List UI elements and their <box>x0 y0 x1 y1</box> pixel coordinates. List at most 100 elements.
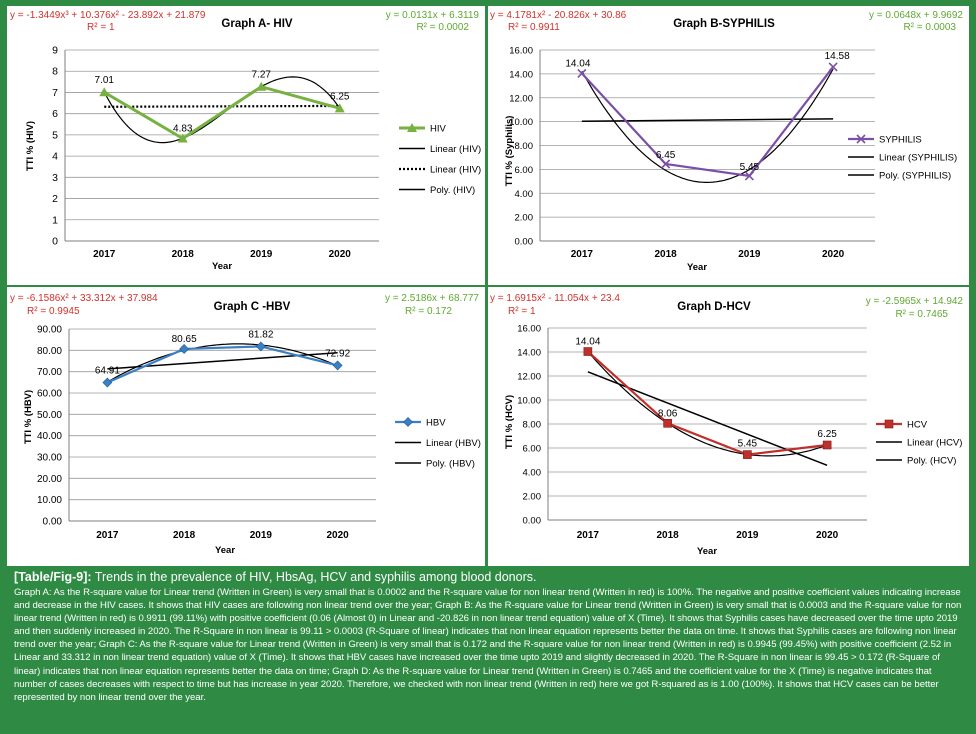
y-tick-label: 7 <box>52 87 58 99</box>
chart-title: Graph B-SYPHILIS <box>673 18 775 30</box>
legend-label: Poly. (HCV) <box>907 456 956 467</box>
data-point <box>822 440 832 450</box>
legend-marker <box>856 134 866 144</box>
poly-trendline <box>107 343 338 383</box>
data-label: 14.04 <box>575 337 600 348</box>
y-axis-label: TTI % (HBV) <box>23 390 34 444</box>
y-tick-label: 6 <box>52 108 58 120</box>
y-tick-label: 4.00 <box>515 189 534 200</box>
data-label: 72.92 <box>325 348 350 359</box>
x-tick-label: 2020 <box>822 249 845 260</box>
legend-label: Poly. (SYPHILIS) <box>879 171 951 182</box>
legend-label: Linear (SYPHILIS) <box>879 153 957 164</box>
y-axis-label: TTI % (HIV) <box>25 121 36 171</box>
data-label: 81.82 <box>248 329 273 340</box>
data-point <box>334 103 345 113</box>
linear-trendline <box>104 104 340 108</box>
data-point <box>577 68 587 78</box>
poly-r-squared: R² = 0.9911 <box>508 22 560 33</box>
legend-label: Poly. (HIV) <box>430 185 475 196</box>
linear-r-squared: R² = 0.7465 <box>895 309 948 320</box>
x-tick-label: 2019 <box>250 249 273 260</box>
data-point <box>583 347 593 356</box>
x-tick-label: 2017 <box>577 530 600 541</box>
data-point <box>99 87 110 97</box>
chart-panel-syphilis: y = 4.1781x² - 20.826x + 30.86 R² = 0.99… <box>488 6 969 285</box>
chart-panel-hiv: y = -1.3449x³ + 10.376x² - 23.892x + 21.… <box>7 6 485 285</box>
caption-title: Trends in the prevalence of HIV, HbsAg, … <box>91 570 537 584</box>
figure-caption: [Table/Fig-9]: Trends in the prevalence … <box>14 570 964 704</box>
legend-label: Poly. (HBV) <box>426 459 475 470</box>
y-tick-label: 10.00 <box>37 495 62 506</box>
data-point <box>661 159 671 169</box>
x-tick-label: 2019 <box>736 530 759 541</box>
poly-equation: y = -1.3449x³ + 10.376x² - 23.892x + 21.… <box>10 10 206 21</box>
legend-label: Linear (HIV) <box>430 144 481 155</box>
y-tick-label: 9 <box>52 45 58 57</box>
poly-equation: y = -6.1586x² + 33.312x + 37.984 <box>10 293 158 304</box>
y-tick-label: 14.00 <box>509 69 533 80</box>
data-point <box>255 341 266 352</box>
legend-label: HCV <box>907 420 928 431</box>
data-label: 7.27 <box>252 70 272 81</box>
series-line <box>587 350 828 456</box>
y-tick-label: 1 <box>52 214 58 226</box>
y-tick-label: 30.00 <box>37 453 62 464</box>
y-tick-label: 6.00 <box>523 444 542 455</box>
x-tick-label: 2020 <box>816 530 839 541</box>
y-axis-label: TTI % (Syphilis) <box>504 116 515 187</box>
data-label: 6.25 <box>817 429 837 440</box>
data-label: 14.58 <box>825 51 850 62</box>
y-tick-label: 0 <box>52 236 58 248</box>
y-tick-label: 16.00 <box>509 46 533 57</box>
data-label: 64.91 <box>95 366 120 377</box>
poly-r-squared: R² = 1 <box>508 306 536 317</box>
data-label: 4.83 <box>173 123 193 134</box>
x-tick-label: 2019 <box>250 530 273 541</box>
chart-hiv: y = -1.3449x³ + 10.376x² - 23.892x + 21.… <box>10 10 481 272</box>
chart-title: Graph A- HIV <box>221 18 292 30</box>
linear-equation: y = 0.0131x + 6.3119 <box>386 10 480 21</box>
data-point <box>744 171 754 181</box>
chart-panel-hbv: y = -6.1586x² + 33.312x + 37.984 R² = 0.… <box>7 287 485 566</box>
series-line <box>106 345 338 384</box>
linear-trendline <box>587 371 828 467</box>
y-tick-label: 10.00 <box>517 396 541 407</box>
y-tick-label: 3 <box>52 172 58 184</box>
data-label: 8.06 <box>658 408 678 419</box>
x-tick-label: 2018 <box>173 530 196 541</box>
caption-heading: [Table/Fig-9]: Trends in the prevalence … <box>14 570 964 585</box>
y-tick-label: 8 <box>52 66 58 78</box>
y-tick-label: 50.00 <box>37 410 62 421</box>
poly-trendline <box>103 76 341 144</box>
legend-label: HIV <box>430 124 447 135</box>
y-tick-label: 60.00 <box>37 389 62 400</box>
x-axis-label: Year <box>215 545 235 556</box>
linear-r-squared: R² = 0.0003 <box>903 22 956 33</box>
y-tick-label: 2.00 <box>523 492 542 503</box>
data-label: 80.65 <box>172 334 197 345</box>
x-axis-label: Year <box>687 262 707 273</box>
legend-label: HBV <box>426 418 446 429</box>
caption-label: [Table/Fig-9]: <box>14 570 92 584</box>
y-tick-label: 4 <box>52 151 58 163</box>
y-tick-label: 5 <box>52 129 58 141</box>
x-tick-label: 2018 <box>172 249 195 260</box>
y-tick-label: 20.00 <box>37 474 62 485</box>
poly-r-squared: R² = 1 <box>87 22 115 33</box>
y-tick-label: 0.00 <box>523 516 542 527</box>
data-point <box>177 133 188 143</box>
x-axis-label: Year <box>212 261 232 272</box>
poly-equation: y = 1.6915x² - 11.054x + 23.4 <box>490 293 620 304</box>
x-tick-label: 2020 <box>327 530 350 541</box>
x-tick-label: 2017 <box>93 249 116 260</box>
y-tick-label: 4.00 <box>523 468 542 479</box>
x-tick-label: 2018 <box>655 249 678 260</box>
poly-r-squared: R² = 0.9945 <box>27 306 80 317</box>
y-tick-label: 2 <box>52 193 58 205</box>
data-label: 6.45 <box>656 150 676 161</box>
data-label: 6.25 <box>330 91 350 102</box>
poly-equation: y = 4.1781x² - 20.826x + 30.86 <box>490 10 627 21</box>
y-tick-label: 16.00 <box>517 324 541 335</box>
data-label: 5.45 <box>738 439 758 450</box>
